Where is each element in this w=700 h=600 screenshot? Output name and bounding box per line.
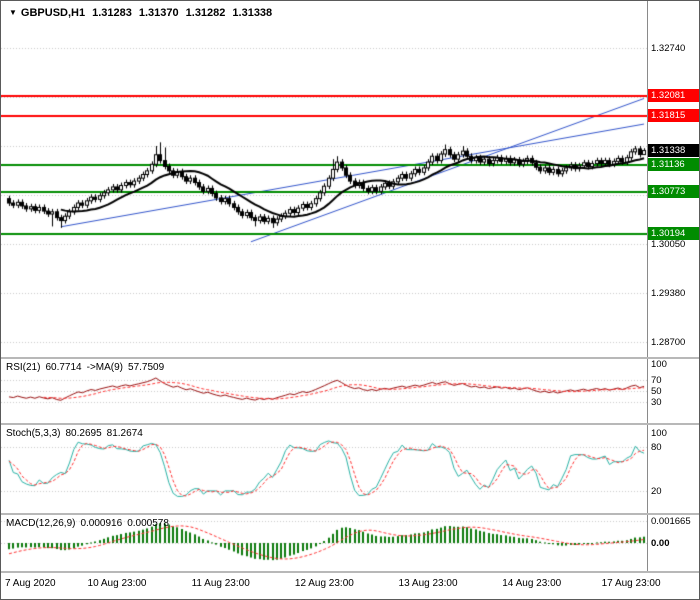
rsi-axis[interactable]: 100 70 50 30 [647,359,699,423]
price-axis-tick: 1.29380 [651,287,686,299]
stochastic-panel: Stoch(5,3,3) 80.2695 81.2674 100 80 20 [1,425,699,513]
indicator-axis-tick: 0.00 [651,538,670,549]
rsi-ma-value: 57.7509 [128,362,165,373]
rsi-header: RSI(21) 60.7714 ->MA(9) 57.7509 [6,362,169,373]
price-label-badge: 1.30773 [648,185,699,198]
ohlc-close: 1.31338 [232,7,273,19]
price-label-badge: 1.30194 [648,227,699,240]
macd-chart-canvas[interactable] [1,515,647,571]
ohlc-high: 1.31370 [138,7,179,19]
panel-separator[interactable] [1,357,699,359]
time-axis[interactable]: 7 Aug 2020 10 Aug 23:00 11 Aug 23:00 12 Aug… [1,573,699,599]
macd-header: MACD(12,26,9) 0.000916 0.000578 [6,518,174,529]
rsi-panel: RSI(21) 60.7714 ->MA(9) 57.7509 100 70 50 30 [1,359,699,423]
time-axis-label: 11 Aug 23:00 [191,578,250,589]
price-label-badge: 1.31338 [648,144,699,157]
stochastic-d-value: 81.2674 [106,428,143,439]
stochastic-k-value: 80.2695 [65,428,102,439]
macd-main-value: 0.000916 [80,518,123,529]
panel-separator[interactable] [1,571,699,573]
indicator-axis-tick: 0.001665 [651,516,691,527]
rsi-chart-canvas[interactable] [1,359,647,423]
time-axis-label: 10 Aug 23:00 [87,578,147,589]
indicator-axis-tick: 80 [651,442,662,454]
panel-separator[interactable] [1,423,699,425]
price-label-badge: 1.31815 [648,109,699,122]
symbol-period-label: GBPUSD,H1 [20,7,86,19]
price-label-badge: 1.31136 [648,158,699,171]
stochastic-axis[interactable]: 100 80 20 [647,425,699,513]
macd-label: MACD(12,26,9) [6,518,76,529]
main-chart-panel: ▼ GBPUSD,H1 1.31283 1.31370 1.31282 1.31338 1… [1,1,699,357]
time-axis-label: 14 Aug 23:00 [502,578,562,589]
price-label-badge: 1.32081 [648,89,699,102]
symbol-dropdown-icon[interactable]: ▼ [9,8,17,17]
stochastic-header: Stoch(5,3,3) 80.2695 81.2674 [6,428,148,439]
price-axis[interactable]: 1.32740 1.30050 1.29380 1.28700 1.32081 1.318… [647,1,699,357]
rsi-ma-label: ->MA(9) [86,362,124,373]
indicator-axis-tick: 70 [651,374,662,386]
time-axis-label: 12 Aug 23:00 [294,578,354,589]
time-axis-label: 13 Aug 23:00 [398,578,458,589]
macd-axis[interactable]: 0.001665 0.00 [647,515,699,571]
chart-symbol-header: ▼ GBPUSD,H1 1.31283 1.31370 1.31282 1.31338 [9,7,272,19]
stochastic-chart-canvas[interactable] [1,425,647,513]
macd-signal-value: 0.000578 [127,518,169,529]
ohlc-low: 1.31282 [185,7,226,19]
indicator-axis-tick: 50 [651,386,662,397]
candlestick-chart-canvas[interactable] [1,1,647,357]
indicator-axis-tick: 100 [651,428,667,439]
indicator-axis-tick: 20 [651,485,662,497]
rsi-value: 60.7714 [45,362,82,373]
price-axis-tick: 1.30050 [651,238,686,250]
rsi-label: RSI(21) [6,362,41,373]
indicator-axis-tick: 30 [651,397,662,409]
panel-separator[interactable] [1,513,699,515]
price-axis-tick: 1.28700 [651,336,686,348]
price-axis-tick: 1.32740 [651,43,686,54]
time-axis-label: 7 Aug 2020 [5,578,56,589]
time-axis-label: 17 Aug 23:00 [601,578,661,589]
ohlc-open: 1.31283 [92,7,132,19]
indicator-axis-tick: 100 [651,359,667,370]
macd-panel: MACD(12,26,9) 0.000916 0.000578 0.001665 0.… [1,515,699,571]
stochastic-label: Stoch(5,3,3) [6,428,61,439]
